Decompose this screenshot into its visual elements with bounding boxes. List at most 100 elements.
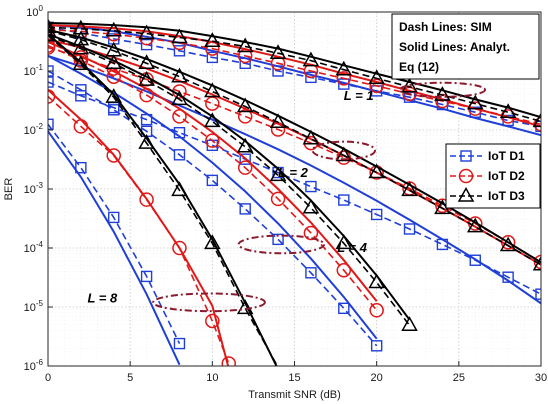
- sim-marker-iot-d2: [172, 240, 187, 256]
- sim-marker-iot-d3: [72, 30, 90, 46]
- y-tick-label: 10-4: [24, 240, 44, 255]
- annotation-label: L = 2: [278, 165, 309, 180]
- sim-marker-iot-d2: [270, 191, 286, 207]
- sim-marker-iot-d3: [204, 234, 221, 250]
- sim-line-iot-d1: [48, 123, 181, 344]
- sim-marker-iot-d3: [499, 103, 517, 118]
- sim-marker-iot-d1: [239, 203, 251, 215]
- sim-marker-iot-d3: [269, 44, 287, 59]
- legend-label: IoT D2: [488, 169, 525, 183]
- sim-marker-iot-d1: [48, 118, 54, 130]
- sim-marker-iot-d1: [305, 180, 317, 193]
- x-tick-label: 10: [206, 372, 218, 384]
- analytic-line-iot-d1: [48, 54, 541, 305]
- y-tick-label: 10-2: [24, 122, 44, 137]
- sim-marker-iot-d1: [173, 149, 186, 161]
- sim-marker-iot-d2: [369, 78, 384, 94]
- sim-marker-iot-d2: [533, 254, 541, 270]
- note-line: Eq (12): [399, 60, 439, 74]
- y-tick-label: 10-5: [24, 299, 44, 314]
- x-tick-label: 25: [453, 372, 465, 384]
- sim-marker-iot-d3: [466, 94, 484, 110]
- sim-marker-iot-d3: [434, 86, 451, 101]
- sim-marker-iot-d1: [272, 65, 284, 77]
- sim-marker-iot-d3: [302, 198, 320, 214]
- sim-marker-iot-d2: [205, 133, 220, 148]
- legend-marker: [457, 186, 475, 202]
- sim-marker-iot-d3: [335, 146, 353, 162]
- sim-marker-iot-d3: [269, 113, 287, 129]
- note-line: Dash Lines: SIM: [399, 20, 492, 34]
- sim-marker-iot-d3: [204, 82, 221, 98]
- analytic-line-iot-d2: [48, 41, 378, 302]
- sim-marker-iot-d3: [72, 55, 90, 71]
- analytic-line-iot-d1: [48, 55, 378, 340]
- sim-marker-iot-d1: [75, 90, 87, 102]
- sim-marker-iot-d1: [535, 288, 541, 300]
- sim-marker-iot-d1: [502, 271, 514, 283]
- analytic-line-iot-d3: [48, 22, 541, 119]
- sim-marker-iot-d2: [336, 262, 352, 278]
- sim-marker-iot-d1: [140, 270, 153, 283]
- sim-marker-iot-d1: [173, 337, 186, 350]
- sim-marker-iot-d3: [138, 71, 155, 86]
- sim-line-iot-d1: [48, 81, 541, 295]
- sim-marker-iot-d1: [338, 302, 350, 315]
- sim-marker-iot-d2: [303, 225, 319, 241]
- sim-marker-iot-d2: [303, 63, 319, 79]
- sim-marker-iot-d1: [75, 161, 87, 174]
- sim-line-iot-d3: [48, 26, 541, 123]
- legend-marker: [460, 150, 472, 162]
- x-axis-label: Transmit SNR (dB): [248, 389, 341, 401]
- sim-marker-iot-d3: [204, 112, 221, 128]
- sim-marker-iot-d3: [532, 255, 541, 271]
- sim-line-iot-d2: [48, 29, 541, 126]
- sim-marker-iot-d3: [236, 299, 254, 315]
- annotation-ellipse: [311, 140, 377, 161]
- sim-marker-iot-d3: [368, 273, 385, 289]
- sim-marker-iot-d2: [48, 22, 56, 38]
- sim-marker-iot-d1: [370, 340, 383, 352]
- sim-line-iot-d3: [48, 30, 541, 266]
- sim-marker-iot-d3: [138, 24, 155, 40]
- sim-marker-iot-d2: [221, 356, 237, 366]
- sim-line-iot-d1: [48, 26, 541, 128]
- sim-marker-iot-d2: [237, 109, 253, 124]
- sim-marker-iot-d2: [205, 41, 220, 56]
- x-axis-ticks: 0 5 10 15 20 25 30: [45, 361, 547, 384]
- annotation-ellipse: [237, 234, 326, 255]
- sim-marker-iot-d1: [305, 267, 317, 279]
- sim-marker-iot-d3: [302, 129, 320, 145]
- sim-marker-iot-d1: [48, 76, 54, 88]
- sim-marker-iot-d3: [236, 137, 254, 153]
- sim-marker-iot-d1: [108, 211, 120, 224]
- sim-marker-iot-d3: [171, 67, 188, 83]
- sim-marker-iot-d3: [236, 97, 254, 113]
- sim-marker-iot-d3: [204, 32, 221, 47]
- sim-marker-iot-d3: [138, 134, 155, 149]
- sim-marker-iot-d2: [270, 56, 286, 71]
- sim-marker-iot-d3: [532, 112, 541, 128]
- sim-marker-iot-d3: [72, 19, 90, 35]
- analytic-line-iot-d3: [48, 33, 411, 321]
- sim-line-iot-d2: [48, 95, 230, 364]
- legend: IoT D1 IoT D2 IoT D3: [445, 143, 541, 209]
- sim-marker-iot-d2: [139, 87, 154, 103]
- sim-marker-iot-d3: [368, 163, 385, 179]
- sim-line-iot-d2: [48, 44, 378, 311]
- note-box: Dash Lines: SIM Solid Lines: Analyt. Eq (1…: [391, 13, 540, 80]
- sim-marker-iot-d1: [206, 174, 219, 187]
- sim-marker-iot-d1: [272, 233, 284, 246]
- annotation-ellipses: [152, 81, 487, 313]
- y-tick-label: 10-3: [24, 181, 44, 196]
- sim-marker-iot-d3: [401, 316, 418, 332]
- sim-marker-iot-d1: [173, 45, 186, 57]
- sim-marker-iot-d3: [401, 181, 418, 197]
- series-layer: [48, 18, 541, 366]
- sim-marker-iot-d3: [105, 54, 123, 70]
- legend-label: IoT D3: [488, 189, 525, 203]
- sim-marker-iot-d1: [239, 153, 251, 165]
- sim-marker-iot-d2: [237, 48, 253, 64]
- sim-marker-iot-d3: [302, 51, 320, 67]
- sim-marker-iot-d3: [236, 37, 254, 53]
